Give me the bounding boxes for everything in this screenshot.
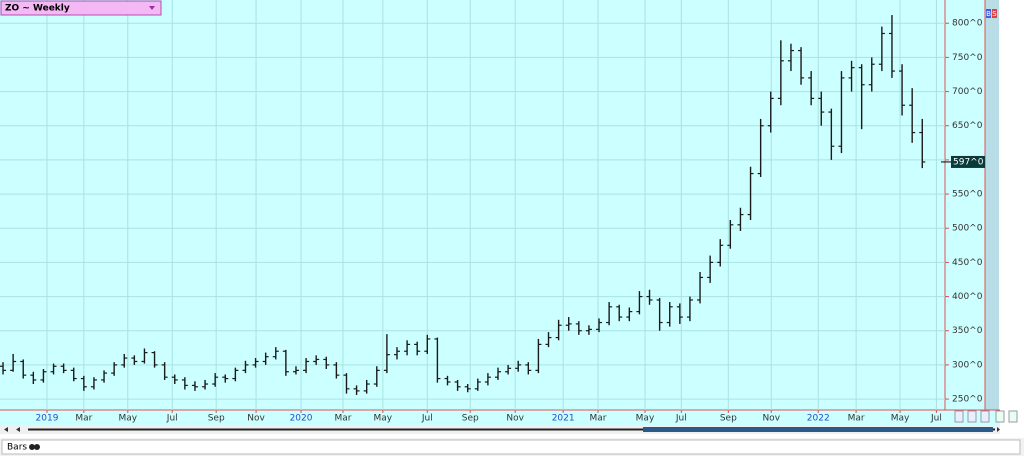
y-tick-label: 800^0 xyxy=(952,19,983,29)
last-price-label: 597^0 xyxy=(953,157,984,167)
x-tick-label: 2020 xyxy=(290,414,313,424)
buy-label: B xyxy=(986,10,991,18)
y-tick-label: 300^0 xyxy=(952,360,983,370)
y-tick-label: 750^0 xyxy=(952,53,983,63)
x-tick-label: Jul xyxy=(675,414,687,424)
y-tick-label: 250^0 xyxy=(952,395,983,405)
bars xyxy=(0,15,926,395)
x-tick-label: May xyxy=(891,414,910,424)
tool-button[interactable] xyxy=(954,410,964,423)
price-axis-area xyxy=(945,0,985,410)
time-axis-area xyxy=(0,410,1000,425)
footer-icon xyxy=(29,444,35,450)
symbol-box[interactable] xyxy=(0,0,162,16)
x-tick-label: Sep xyxy=(208,414,225,424)
tool-button[interactable] xyxy=(967,410,977,423)
x-tick-label: May xyxy=(374,414,393,424)
sell-button[interactable] xyxy=(992,9,997,18)
y-tick-label: 650^0 xyxy=(952,121,983,131)
y-tick-label: 400^0 xyxy=(952,292,983,302)
symbol-title: ZO ~ Weekly xyxy=(5,4,70,14)
x-tick-label: May xyxy=(118,414,137,424)
sell-label: S xyxy=(992,10,997,18)
x-tick-label: Sep xyxy=(462,414,479,424)
dropdown-arrow[interactable] xyxy=(149,6,155,10)
side-panel xyxy=(985,0,999,410)
x-tick-label: Jul xyxy=(421,414,433,424)
tool-button[interactable] xyxy=(1008,410,1018,423)
labels: 250^0300^0350^0400^0450^0500^0550^0600^0… xyxy=(36,19,985,424)
x-tick-label: Sep xyxy=(720,414,737,424)
y-tick-label: 500^0 xyxy=(952,224,983,234)
scroll-thumb[interactable] xyxy=(643,427,993,432)
x-tick-label: Nov xyxy=(506,414,524,424)
x-tick-label: May xyxy=(636,414,655,424)
x-tick-label: Nov xyxy=(247,414,265,424)
y-tick-label: 700^0 xyxy=(952,87,983,97)
tool-button[interactable] xyxy=(995,410,1005,423)
footer-bar xyxy=(1,439,1021,455)
grid xyxy=(0,0,945,410)
x-tick-label: 2019 xyxy=(36,414,59,424)
x-tick-label: Jul xyxy=(930,414,942,424)
x-tick-label: Nov xyxy=(762,414,780,424)
x-tick-label: 2022 xyxy=(807,414,830,424)
x-tick-label: Mar xyxy=(848,414,865,424)
x-tick-label: Mar xyxy=(75,414,92,424)
x-tick-label: Mar xyxy=(590,414,607,424)
footer-icon xyxy=(34,444,40,450)
x-tick-label: Mar xyxy=(334,414,351,424)
y-tick-label: 450^0 xyxy=(952,258,983,268)
footer-tab[interactable]: Bars xyxy=(7,443,27,453)
last-price-tag xyxy=(951,155,985,168)
y-tick-label: 550^0 xyxy=(952,190,983,200)
y-tick-label: 350^0 xyxy=(952,326,983,336)
x-tick-label: 2021 xyxy=(552,414,575,424)
plot-area xyxy=(0,0,945,410)
buy-button[interactable] xyxy=(986,9,991,18)
x-tick-label: Jul xyxy=(166,414,178,424)
tool-button[interactable] xyxy=(980,410,990,423)
